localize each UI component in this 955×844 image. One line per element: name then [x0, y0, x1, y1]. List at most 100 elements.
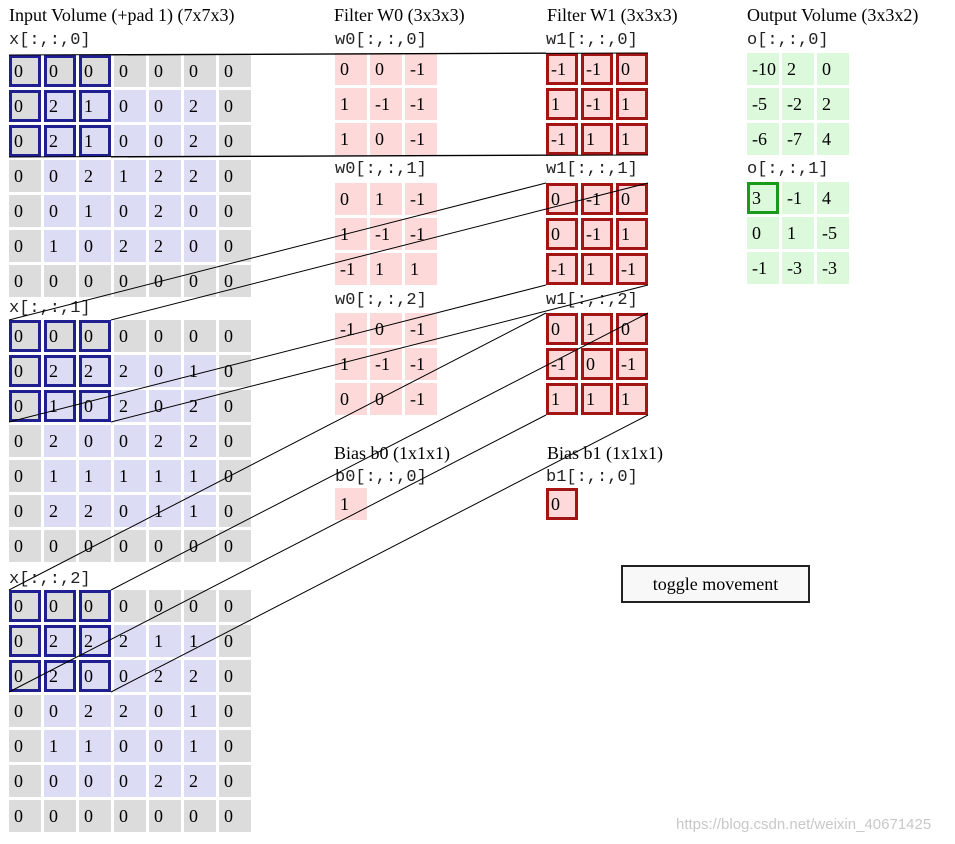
- input-cell: 0: [9, 495, 41, 527]
- input-cell: 0: [79, 230, 111, 262]
- input-cell: 0: [114, 55, 146, 87]
- filter-w1-cell: 0: [546, 218, 578, 250]
- input-cell: 0: [114, 320, 146, 352]
- filter-w1-cell: 1: [546, 88, 578, 120]
- filter-w0-cell: -1: [370, 218, 402, 250]
- input-cell: 0: [114, 800, 146, 832]
- input-cell: 2: [184, 160, 216, 192]
- filter-w1-cell: 1: [616, 383, 648, 415]
- input-cell: 0: [79, 530, 111, 562]
- input-cell: 0: [114, 195, 146, 227]
- bias-b1-label: b1[:,:,0]: [546, 468, 638, 487]
- input-cell: 0: [79, 265, 111, 297]
- input-cell: 0: [9, 765, 41, 797]
- input-cell: 0: [219, 425, 251, 457]
- output-cell: -6: [747, 123, 779, 155]
- filter-w1-cell: 1: [546, 383, 578, 415]
- input-cell: 0: [149, 355, 181, 387]
- input-cell: 0: [114, 125, 146, 157]
- input-cell: 0: [9, 590, 41, 622]
- filter-w1-slice-label: w1[:,:,1]: [546, 160, 638, 179]
- input-cell: 0: [44, 695, 76, 727]
- input-cell: 0: [44, 55, 76, 87]
- output-volume-title: Output Volume (3x3x2): [747, 5, 919, 25]
- input-cell: 2: [114, 625, 146, 657]
- bias-b1-title: Bias b1 (1x1x1): [547, 443, 663, 463]
- output-cell: 2: [817, 88, 849, 120]
- filter-w1-cell: -1: [546, 123, 578, 155]
- filter-w1-cell: 0: [616, 183, 648, 215]
- filter-w0-slice-label: w0[:,:,1]: [335, 160, 427, 179]
- output-cell: 4: [817, 182, 849, 214]
- input-cell: 0: [9, 230, 41, 262]
- input-slice-label: x[:,:,2]: [9, 570, 91, 589]
- bias-b1-cell: 0: [546, 488, 578, 520]
- bias-b0-cell: 1: [335, 488, 367, 520]
- filter-w1-cell: 0: [581, 348, 613, 380]
- filter-w0-cell: -1: [335, 313, 367, 345]
- filter-w0-cell: -1: [370, 88, 402, 120]
- input-cell: 0: [114, 90, 146, 122]
- input-cell: 0: [219, 125, 251, 157]
- input-cell: 0: [149, 590, 181, 622]
- filter-w0-cell: 0: [335, 383, 367, 415]
- filter-w1-cell: 1: [616, 218, 648, 250]
- input-cell: 2: [114, 355, 146, 387]
- output-cell: -7: [782, 123, 814, 155]
- filter-w0-cell: -1: [405, 383, 437, 415]
- input-cell: 0: [9, 355, 41, 387]
- filter-w0-title: Filter W0 (3x3x3): [334, 5, 465, 25]
- output-cell: 0: [817, 53, 849, 85]
- input-cell: 0: [219, 625, 251, 657]
- input-slice-label: x[:,:,0]: [9, 31, 91, 50]
- input-cell: 0: [9, 695, 41, 727]
- input-cell: 0: [114, 530, 146, 562]
- filter-w1-cell: 1: [581, 313, 613, 345]
- input-cell: 1: [184, 460, 216, 492]
- input-cell: 0: [184, 265, 216, 297]
- filter-w0-cell: 1: [335, 123, 367, 155]
- filter-w1-cell: -1: [581, 88, 613, 120]
- input-cell: 1: [184, 730, 216, 762]
- input-cell: 0: [219, 230, 251, 262]
- filter-w0-cell: -1: [370, 348, 402, 380]
- input-cell: 0: [219, 355, 251, 387]
- input-cell: 0: [149, 390, 181, 422]
- output-cell: -1: [747, 252, 779, 284]
- output-cell: -5: [817, 217, 849, 249]
- input-cell: 0: [219, 160, 251, 192]
- input-cell: 0: [79, 590, 111, 622]
- input-cell: 0: [149, 265, 181, 297]
- input-cell: 1: [79, 195, 111, 227]
- input-cell: 0: [149, 90, 181, 122]
- input-cell: 1: [149, 460, 181, 492]
- input-cell: 0: [219, 495, 251, 527]
- filter-w0-cell: -1: [405, 313, 437, 345]
- input-cell: 0: [44, 195, 76, 227]
- input-cell: 1: [44, 460, 76, 492]
- filter-w0-cell: -1: [405, 348, 437, 380]
- input-cell: 0: [219, 55, 251, 87]
- input-cell: 2: [114, 695, 146, 727]
- output-slice-label: o[:,:,0]: [747, 31, 829, 50]
- filter-w1-cell: -1: [546, 253, 578, 285]
- input-cell: 0: [149, 125, 181, 157]
- input-slice-label: x[:,:,1]: [9, 299, 91, 318]
- filter-w1-cell: -1: [581, 183, 613, 215]
- input-cell: 2: [114, 390, 146, 422]
- input-cell: 1: [149, 495, 181, 527]
- output-cell: -5: [747, 88, 779, 120]
- input-cell: 0: [149, 695, 181, 727]
- input-cell: 0: [9, 625, 41, 657]
- input-cell: 1: [44, 730, 76, 762]
- filter-w0-cell: 1: [405, 253, 437, 285]
- toggle-movement-button[interactable]: toggle movement: [621, 565, 810, 603]
- filter-w0-cell: 0: [370, 123, 402, 155]
- input-cell: 2: [114, 230, 146, 262]
- output-slice-label: o[:,:,1]: [747, 160, 829, 179]
- filter-w0-cell: 0: [335, 53, 367, 85]
- input-cell: 2: [149, 660, 181, 692]
- filter-w0-cell: 0: [370, 383, 402, 415]
- input-cell: 2: [44, 495, 76, 527]
- input-cell: 0: [219, 390, 251, 422]
